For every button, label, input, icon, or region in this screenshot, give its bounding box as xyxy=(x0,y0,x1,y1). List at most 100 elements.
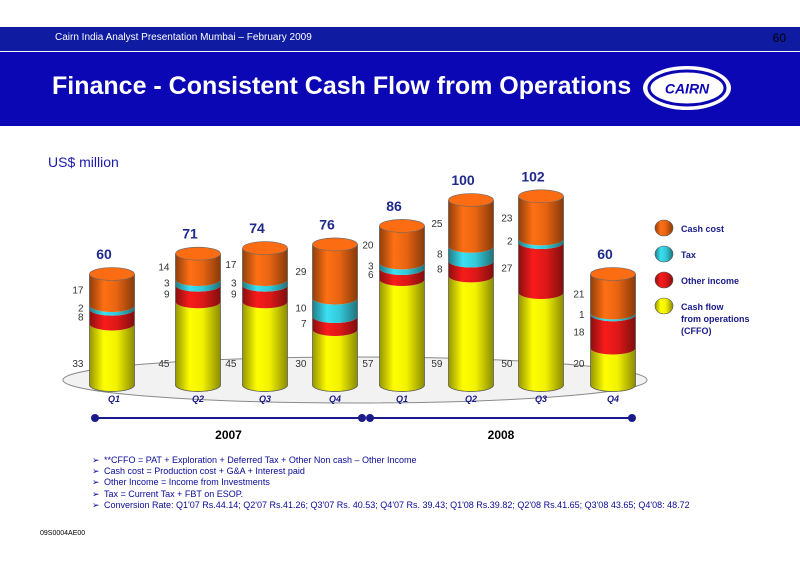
page-title: Finance - Consistent Cash Flow from Oper… xyxy=(52,72,632,100)
cylinder-outline xyxy=(312,244,358,392)
legend-swatch xyxy=(654,219,674,237)
segment-label: 45 xyxy=(225,359,237,370)
segment-label: 27 xyxy=(501,264,513,275)
legend-label: Cash flow xyxy=(681,302,725,312)
segment-label: 33 xyxy=(72,359,84,370)
category-label: Q2 xyxy=(465,394,477,404)
footnote-item: ➢ **CFFO = PAT + Exploration + Deferred T… xyxy=(92,455,690,466)
segment-label: 2 xyxy=(507,237,513,248)
cash-flow-chart: US$ million60338217Q171459314Q274459317Q… xyxy=(48,154,750,442)
cylinder-outline xyxy=(242,248,288,392)
bullet-arrow-icon: ➢ xyxy=(92,455,100,465)
bullet-arrow-icon: ➢ xyxy=(92,488,100,499)
year-label: 2008 xyxy=(488,428,515,442)
bar-segment xyxy=(379,279,425,392)
bar-segment xyxy=(312,329,358,392)
bar-segment xyxy=(175,301,221,392)
segment-label: 9 xyxy=(231,289,237,300)
footnote-item: ➢ Tax = Current Tax + FBT on ESOP. xyxy=(92,489,690,500)
title-bar: Finance - Consistent Cash Flow from Oper… xyxy=(0,52,800,126)
footnote-text: Cash cost = Production cost + G&A + Inte… xyxy=(104,466,305,477)
year-label: 2007 xyxy=(215,428,242,442)
legend-label: Tax xyxy=(681,250,696,260)
legend-swatch xyxy=(654,245,674,263)
segment-label: 8 xyxy=(437,250,443,261)
category-label: Q1 xyxy=(108,394,120,404)
cylinder-outline xyxy=(448,200,494,392)
segment-label: 20 xyxy=(573,359,585,370)
segment-label: 6 xyxy=(368,270,374,281)
cylinder-outline xyxy=(590,274,636,392)
legend-label: from operations xyxy=(681,314,750,324)
unit-label: US$ million xyxy=(48,154,119,170)
segment-label: 7 xyxy=(301,319,307,330)
bar-segment xyxy=(379,225,425,270)
footnote-item: ➢ Other Income = Income from Investments xyxy=(92,477,690,488)
cylinder-top xyxy=(312,237,358,252)
bar-segment xyxy=(518,242,564,299)
segment-label: 23 xyxy=(501,214,513,225)
total-label: 60 xyxy=(597,246,613,262)
segment-label: 17 xyxy=(225,260,237,271)
year-range-endpoint xyxy=(628,414,636,422)
total-label: 71 xyxy=(182,226,198,242)
cylinder-top xyxy=(590,267,636,281)
bar-segment xyxy=(590,312,636,322)
bar-segment xyxy=(518,292,564,392)
total-label: 76 xyxy=(319,216,335,232)
bar-segment xyxy=(312,298,358,324)
footnote-item: ➢ Conversion Rate: Q1'07 Rs.44.14; Q2'07 … xyxy=(92,500,690,511)
segment-label: 2 xyxy=(78,303,84,314)
segment-label: 25 xyxy=(431,219,443,230)
cylinder-top xyxy=(175,246,221,261)
segment-label: 29 xyxy=(295,267,307,278)
legend-label: Cash cost xyxy=(681,224,724,234)
bullet-arrow-icon: ➢ xyxy=(92,466,100,477)
legend-swatch xyxy=(654,271,674,289)
cairn-logo: CAIRN xyxy=(643,66,731,110)
bar-segment xyxy=(89,305,135,316)
footnote-text: Other Income = Income from Investments xyxy=(104,477,270,488)
total-label: 86 xyxy=(386,198,402,214)
bar-segment xyxy=(242,285,288,309)
segment-label: 3 xyxy=(368,262,374,273)
cylinder-top xyxy=(379,219,425,233)
segment-label: 10 xyxy=(295,303,307,314)
category-label: Q4 xyxy=(329,394,341,404)
bar-segment xyxy=(518,238,564,250)
bar-segment xyxy=(242,248,288,287)
footnote-text: **CFFO = PAT + Exploration + Deferred Ta… xyxy=(104,455,417,465)
total-label: 102 xyxy=(521,168,545,184)
bar-segment xyxy=(312,316,358,336)
category-label: Q4 xyxy=(607,394,619,404)
total-label: 60 xyxy=(96,246,112,262)
segment-label: 50 xyxy=(501,359,513,370)
bar-segment xyxy=(242,301,288,392)
bar-segment xyxy=(448,261,494,283)
cylinder-outline xyxy=(518,196,564,392)
presentation-subtitle: Cairn India Analyst Presentation Mumbai … xyxy=(55,32,312,43)
segment-label: 9 xyxy=(164,289,170,300)
year-range-endpoint xyxy=(366,414,374,422)
segment-label: 17 xyxy=(72,286,84,297)
bullet-arrow-icon: ➢ xyxy=(92,477,100,488)
cylinder-top xyxy=(448,193,494,207)
bar-segment xyxy=(590,348,636,392)
total-label: 74 xyxy=(249,220,265,236)
bar-segment xyxy=(518,196,564,246)
segment-label: 3 xyxy=(164,278,170,289)
segment-label: 8 xyxy=(78,313,84,324)
bar-segment xyxy=(448,275,494,392)
legend-swatch xyxy=(654,297,674,315)
cylinder-top xyxy=(89,267,135,281)
cylinder-outline xyxy=(175,253,221,392)
footnote-text: Conversion Rate: Q1'07 Rs.44.14; Q2'07 R… xyxy=(104,499,690,510)
bar-segment xyxy=(242,279,288,292)
cylinder-top xyxy=(242,241,288,255)
total-label: 100 xyxy=(451,172,475,188)
bar-segment xyxy=(590,274,636,320)
bar-segment xyxy=(312,244,358,305)
header-bar: Cairn India Analyst Presentation Mumbai … xyxy=(0,27,800,51)
bar-segment xyxy=(448,200,494,253)
legend-label: Other income xyxy=(681,276,739,286)
